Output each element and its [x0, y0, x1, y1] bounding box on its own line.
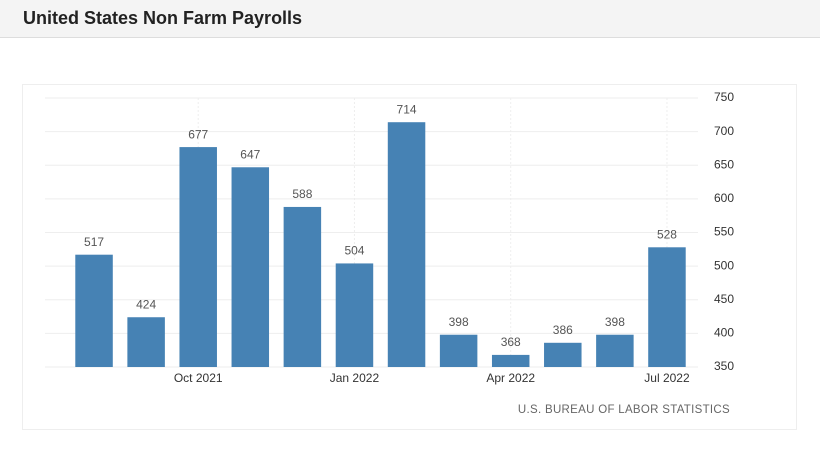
title-bar: United States Non Farm Payrolls: [0, 0, 820, 38]
value-label: 424: [136, 297, 156, 311]
value-label: 398: [449, 315, 469, 329]
y-tick-label: 400: [714, 326, 734, 340]
value-label: 386: [553, 323, 573, 337]
x-tick-label: Jan 2022: [330, 371, 380, 385]
chart-panel: [22, 84, 797, 430]
bar: [283, 206, 322, 367]
y-tick-label: 700: [714, 124, 734, 138]
source: U.S. BUREAU OF LABOR STATISTICS: [518, 404, 730, 416]
value-label: 528: [657, 227, 677, 241]
chart-title: United States Non Farm Payrolls: [23, 8, 303, 28]
bar: [231, 167, 270, 367]
value-label: 504: [344, 244, 364, 258]
value-label: 517: [84, 235, 104, 249]
value-label: 588: [292, 187, 312, 201]
bar: [75, 254, 113, 367]
bar: [127, 317, 165, 367]
y-tick-label: 600: [714, 191, 734, 205]
value-label: 677: [188, 127, 208, 141]
y-tick-label: 450: [714, 292, 734, 306]
value-label: 368: [501, 335, 521, 349]
bar: [179, 147, 217, 367]
y-tick-label: 550: [714, 225, 734, 239]
y-tick-label: 350: [714, 359, 734, 373]
x-tick-label: Oct 2021: [174, 371, 223, 385]
y-tick-label: 650: [714, 157, 734, 171]
bar: [387, 122, 426, 368]
y-tick-label: 750: [714, 90, 734, 104]
bar: [491, 354, 530, 367]
bar: [544, 342, 582, 367]
bar: [439, 334, 478, 367]
bar: [648, 247, 686, 367]
bar: [596, 334, 634, 367]
y-tick-label: 500: [714, 258, 734, 272]
x-tick-label: Jul 2022: [644, 371, 690, 385]
bar: [335, 263, 374, 367]
value-label: 398: [605, 315, 625, 329]
value-label: 647: [240, 147, 260, 161]
x-tick-label: Apr 2022: [486, 371, 535, 385]
value-label: 714: [397, 102, 417, 116]
